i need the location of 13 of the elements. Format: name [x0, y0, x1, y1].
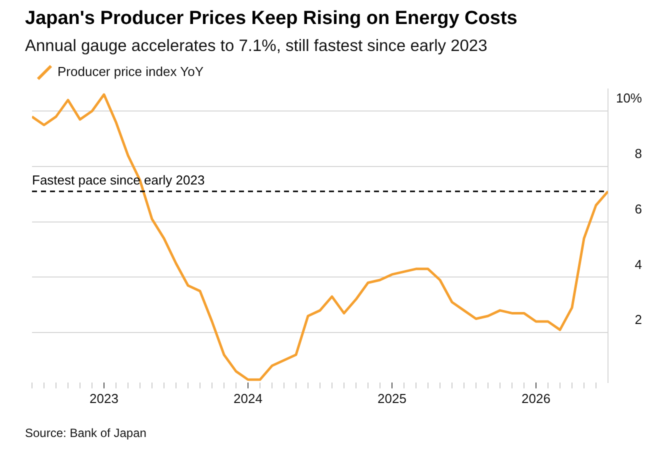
y-tick-label: 6 — [634, 201, 642, 216]
x-tick-label: 2024 — [234, 390, 262, 406]
chart-title: Japan's Producer Prices Keep Rising on Energy Costs — [25, 8, 518, 30]
x-tick-label: 2023 — [90, 390, 118, 406]
source-note: Source: Bank of Japan — [25, 426, 146, 440]
y-tick-label: 4 — [634, 256, 642, 272]
chart-subtitle: Annual gauge accelerates to 7.1%, still fastest since early 2023 — [25, 37, 488, 56]
legend-label: Producer price index YoY — [58, 64, 204, 80]
y-tick-label: 2 — [634, 312, 642, 328]
x-tick-label: 2026 — [522, 390, 550, 406]
y-tick-label: 10% — [616, 90, 642, 106]
y-tick-label: 8 — [634, 146, 642, 162]
x-tick-label: 2025 — [378, 390, 406, 406]
